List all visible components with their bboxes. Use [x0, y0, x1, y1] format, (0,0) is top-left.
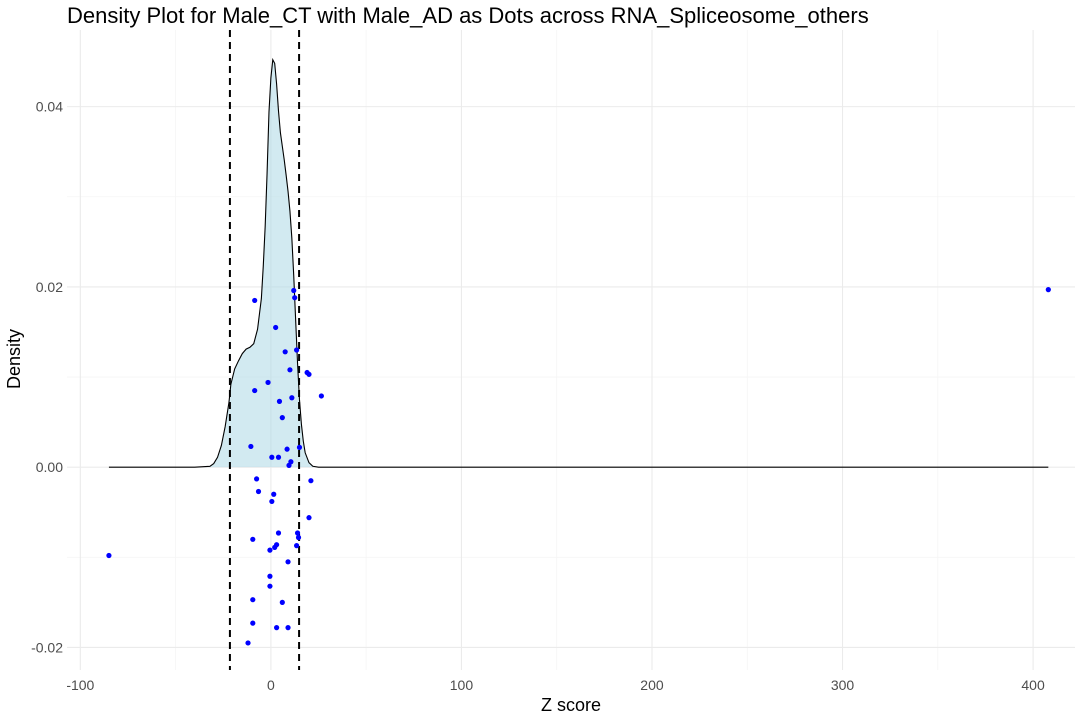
- threshold-lines: [228, 30, 301, 670]
- data-point: [250, 597, 256, 603]
- x-tick-label: -100: [66, 677, 94, 693]
- data-point: [1045, 287, 1051, 293]
- data-point: [282, 349, 288, 355]
- y-tick-label: 0.00: [36, 459, 63, 475]
- data-point: [292, 295, 298, 301]
- data-point: [271, 491, 277, 497]
- data-point: [279, 599, 285, 605]
- data-point: [284, 446, 290, 452]
- data-points: [106, 287, 1051, 646]
- data-point: [274, 625, 280, 631]
- data-point: [252, 387, 258, 394]
- x-tick-label: 0: [267, 677, 275, 693]
- x-tick-label: 400: [1021, 677, 1045, 693]
- data-point: [296, 444, 303, 450]
- data-point: [276, 398, 283, 404]
- x-axis-label: Z score: [541, 695, 601, 715]
- x-tick-label: 300: [831, 677, 855, 693]
- data-point: [286, 462, 292, 468]
- data-point: [253, 476, 260, 482]
- data-point: [267, 547, 273, 553]
- data-point: [275, 530, 282, 536]
- x-axis-ticks: -100 0 100 200 300 400: [66, 677, 1045, 693]
- data-point: [250, 536, 256, 542]
- density-area: [108, 57, 1049, 468]
- data-point: [285, 559, 291, 565]
- data-point: [295, 534, 302, 541]
- data-point: [291, 287, 297, 294]
- data-point: [287, 367, 293, 373]
- data-point: [308, 478, 314, 484]
- data-point: [245, 640, 251, 646]
- x-tick-label: 200: [640, 677, 664, 693]
- data-point: [306, 371, 312, 377]
- data-point: [265, 379, 271, 386]
- data-point: [269, 454, 275, 460]
- x-tick-label: 100: [450, 677, 474, 693]
- data-point: [285, 625, 291, 631]
- data-point: [294, 530, 301, 536]
- data-point: [289, 395, 295, 401]
- gridlines: [67, 30, 1075, 670]
- data-point: [252, 297, 258, 304]
- data-point: [318, 393, 324, 399]
- data-point: [294, 543, 300, 549]
- data-point: [248, 443, 254, 450]
- data-point: [275, 454, 282, 460]
- data-point: [255, 488, 262, 495]
- data-point: [306, 515, 312, 521]
- data-point: [267, 573, 273, 579]
- data-point: [106, 552, 112, 559]
- density-fill: [108, 59, 1049, 468]
- y-axis-ticks: -0.02 0.00 0.02 0.04: [31, 99, 63, 656]
- y-tick-label: -0.02: [31, 639, 63, 655]
- data-point: [269, 498, 275, 505]
- data-point: [294, 347, 300, 353]
- data-point: [273, 324, 279, 331]
- data-point: [272, 544, 278, 551]
- y-tick-label: 0.04: [36, 99, 63, 115]
- chart-title: Density Plot for Male_CT with Male_AD as…: [67, 3, 869, 28]
- data-point: [267, 583, 273, 589]
- data-point: [250, 620, 256, 626]
- data-point: [279, 415, 285, 421]
- y-axis-label: Density: [4, 329, 24, 389]
- y-tick-label: 0.02: [36, 279, 63, 295]
